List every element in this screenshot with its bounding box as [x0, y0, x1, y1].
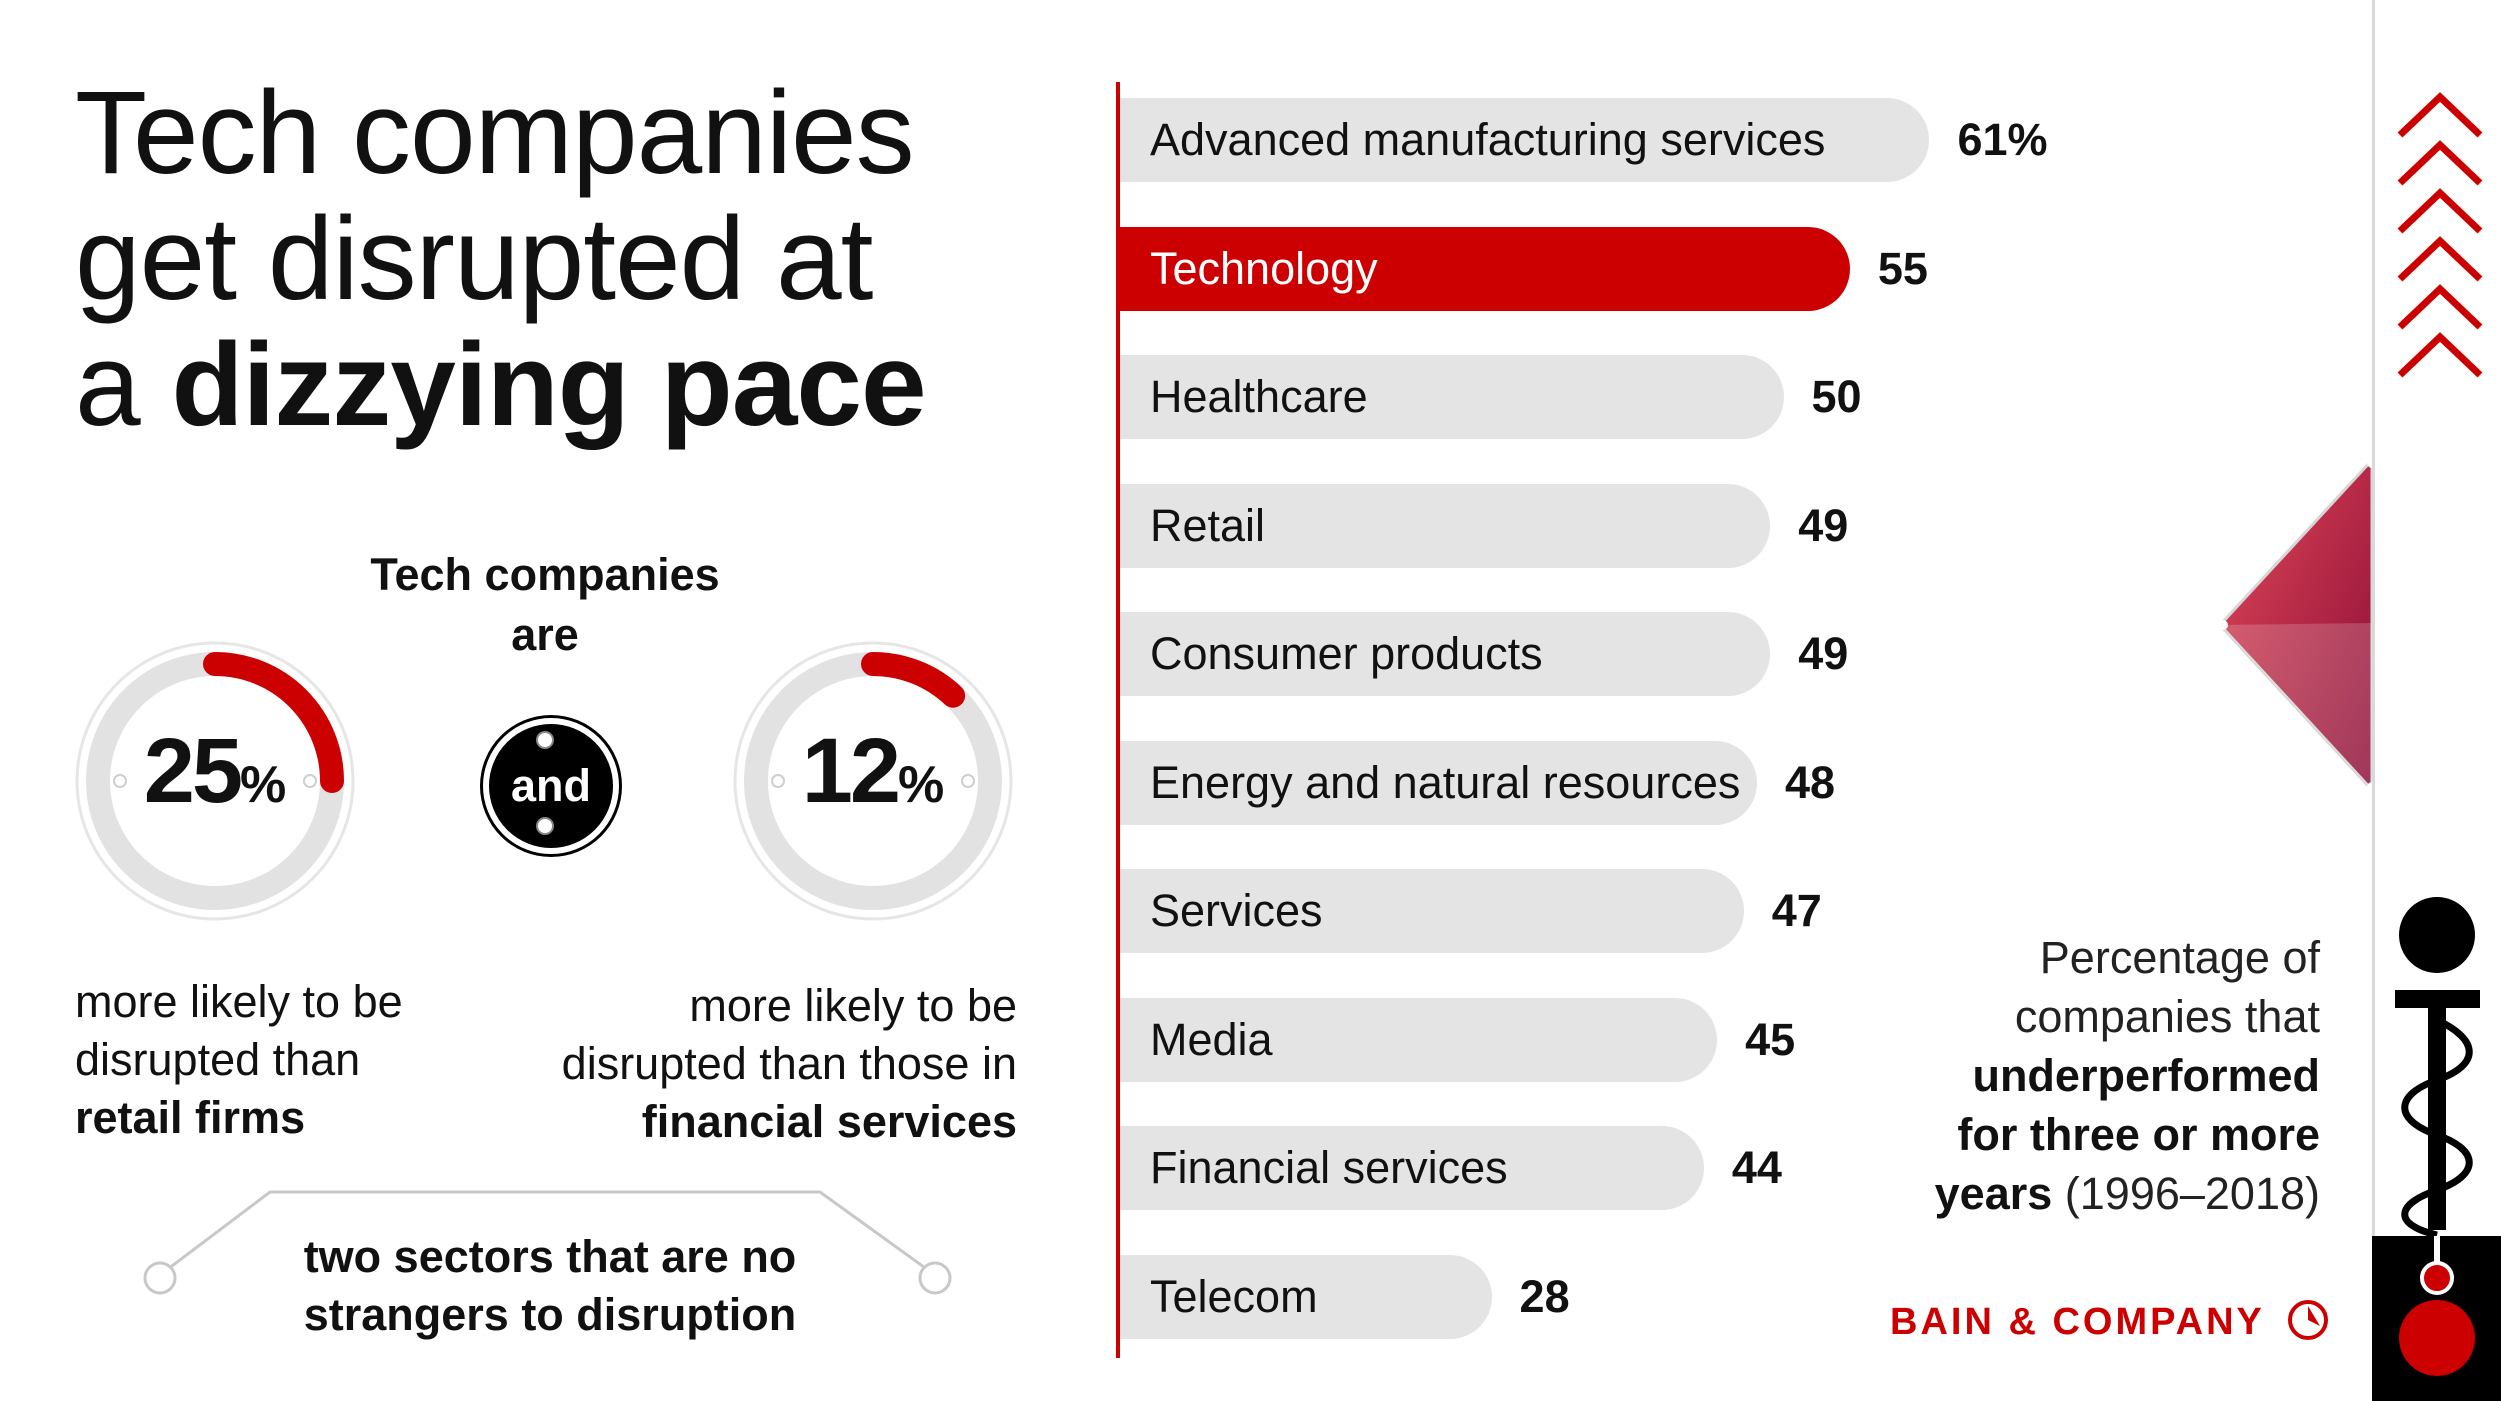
right-gauge-arc — [861, 652, 966, 708]
bar-category-label: Energy and natural resources — [1150, 756, 1741, 808]
headline: Tech companies get disrupted at a dizzyi… — [75, 70, 1095, 448]
right-gauge-unit: % — [898, 756, 945, 814]
bar-value-label: 28 — [1519, 1270, 1570, 1322]
bar-category-label: Financial services — [1150, 1142, 1508, 1193]
right-strip-divider — [2372, 0, 2375, 1401]
bar-value-label: 45 — [1745, 1013, 1796, 1065]
right-caption-text: more likely to be disrupted than those i… — [561, 980, 1017, 1089]
bar-value-label: 49 — [1798, 628, 1849, 679]
brand-mark-icon — [2287, 1300, 2328, 1340]
spring-figure-icon — [2395, 897, 2480, 1376]
brand-logo: BAIN & COMPANY — [1890, 1298, 2330, 1344]
left-gauge-arc — [203, 652, 344, 793]
decorative-triangle-icon — [2217, 456, 2375, 794]
bar-media: Media — [1120, 997, 1718, 1082]
comparison-intro: Tech companies are — [370, 549, 720, 660]
bar-category-label: Retail — [1150, 499, 1266, 551]
note-bold-1: underperformed — [1972, 1050, 2320, 1101]
bar-energy-and-natural-resources: Energy and natural resources — [1120, 740, 1757, 825]
headline-line-3-plain: a — [75, 319, 141, 451]
brand-name: BAIN & COMPANY — [1890, 1301, 2265, 1343]
note-period: (1996–2018) — [2064, 1168, 2320, 1219]
bar-value-label: 61% — [1957, 114, 2048, 165]
right-gauge-caption: more likely to be disrupted than those i… — [555, 977, 1017, 1151]
bar-value-label: 55 — [1877, 242, 1928, 294]
bar-value-label: 47 — [1771, 885, 1822, 936]
headline-line-3-bold: dizzying pace — [171, 319, 926, 451]
left-caption-text: more likely to be disrupted than — [75, 976, 403, 1085]
comparison-footnote: two sectors that are no strangers to dis… — [303, 1231, 797, 1340]
bar-technology: Technology — [1120, 226, 1850, 311]
right-gauge-value: 12% — [728, 725, 1018, 817]
left-gauge — [75, 641, 355, 921]
bar-value-label: 48 — [1784, 756, 1836, 808]
left-gauge-number: 25 — [143, 720, 243, 822]
bar-value-label: 49 — [1798, 499, 1849, 551]
bar-category-label: Telecom — [1150, 1270, 1318, 1322]
and-badge-dots — [536, 731, 554, 835]
bar-category-label: Healthcare — [1150, 371, 1368, 422]
bar-category-label: Media — [1150, 1013, 1273, 1065]
bar-consumer-products: Consumer products — [1120, 612, 1771, 696]
note-bold-3: years — [1934, 1168, 2053, 1219]
left-gauge-caption: more likely to be disrupted than retail … — [75, 973, 495, 1147]
bar-services: Services — [1120, 869, 1744, 953]
headline-line-1: Tech companies — [75, 67, 915, 199]
bar-category-label: Consumer products — [1150, 628, 1543, 679]
left-gauge-value: 25% — [70, 725, 360, 817]
chart-note: Percentage of companies that underperfor… — [1850, 928, 2320, 1223]
footnote-bracket — [143, 1190, 952, 1295]
bar-category-label: Services — [1150, 885, 1323, 936]
bar-category-label: Technology — [1150, 242, 1378, 294]
chevrons-up-icon — [2397, 92, 2483, 378]
bar-financial-services: Financial services — [1120, 1126, 1704, 1210]
left-caption-bold: retail firms — [75, 1092, 306, 1143]
bar-advanced-manufacturing-services: Advanced manufacturing services — [1120, 98, 1930, 182]
right-caption-bold: financial services — [641, 1096, 1017, 1147]
right-gauge-number: 12 — [801, 720, 901, 822]
note-line-2: companies that — [2014, 991, 2320, 1042]
bar-retail: Retail — [1120, 483, 1771, 568]
bar-healthcare: Healthcare — [1120, 355, 1784, 439]
bar-value-label: 50 — [1811, 371, 1862, 422]
chart-axis-line — [1116, 82, 1120, 1358]
note-line-1: Percentage of — [2039, 932, 2320, 983]
bar-telecom: Telecom — [1120, 1254, 1492, 1339]
left-gauge-unit: % — [240, 756, 287, 814]
and-label: and — [510, 760, 591, 811]
bar-category-label: Advanced manufacturing services — [1150, 114, 1826, 165]
right-gauge — [733, 641, 1013, 921]
headline-line-2: get disrupted at — [75, 193, 873, 325]
note-bold-2: for three or more — [1957, 1109, 2320, 1160]
bar-value-label: 44 — [1731, 1142, 1782, 1193]
